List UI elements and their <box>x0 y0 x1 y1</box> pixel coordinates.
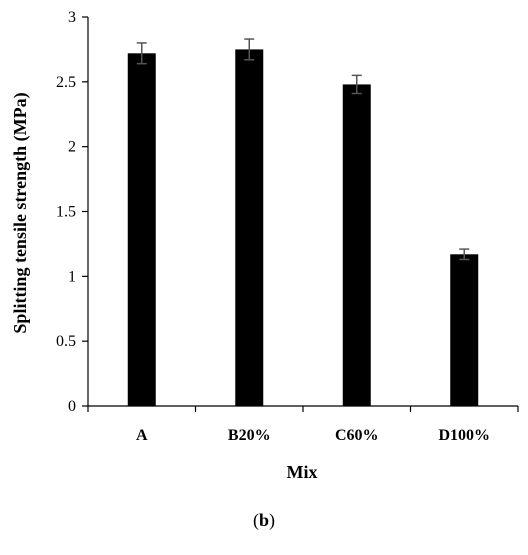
bar <box>450 254 479 406</box>
y-tick-label: 1 <box>68 268 76 285</box>
y-axis-title: Splitting tensile strength (MPa) <box>10 92 31 333</box>
y-tick-label: 2 <box>68 139 76 156</box>
x-tick-label: D100% <box>438 427 490 444</box>
y-tick-label: 2.5 <box>56 74 76 91</box>
y-tick-label: 0 <box>68 398 76 415</box>
error-bars <box>136 38 470 261</box>
y-axis: 0 0.5 1 1.5 2 2.5 3 <box>56 9 89 415</box>
bar <box>127 53 156 406</box>
panel-label-open: ( <box>252 510 259 530</box>
panel-label: (b) <box>0 510 528 531</box>
panel-label-close: ) <box>269 510 275 530</box>
x-tick-label: A <box>136 427 148 444</box>
x-axis-title: Mix <box>287 462 318 482</box>
bars <box>127 49 479 407</box>
bar <box>235 49 264 407</box>
y-tick-label: 3 <box>68 9 76 26</box>
y-tick-label: 0.5 <box>56 333 76 350</box>
y-tick-label: 1.5 <box>56 204 76 221</box>
x-axis: A B20% C60% D100% <box>87 405 519 444</box>
x-tick-label: C60% <box>335 427 379 444</box>
panel-label-letter: b <box>258 510 269 530</box>
x-tick-label: B20% <box>228 427 271 444</box>
bar <box>342 84 371 406</box>
